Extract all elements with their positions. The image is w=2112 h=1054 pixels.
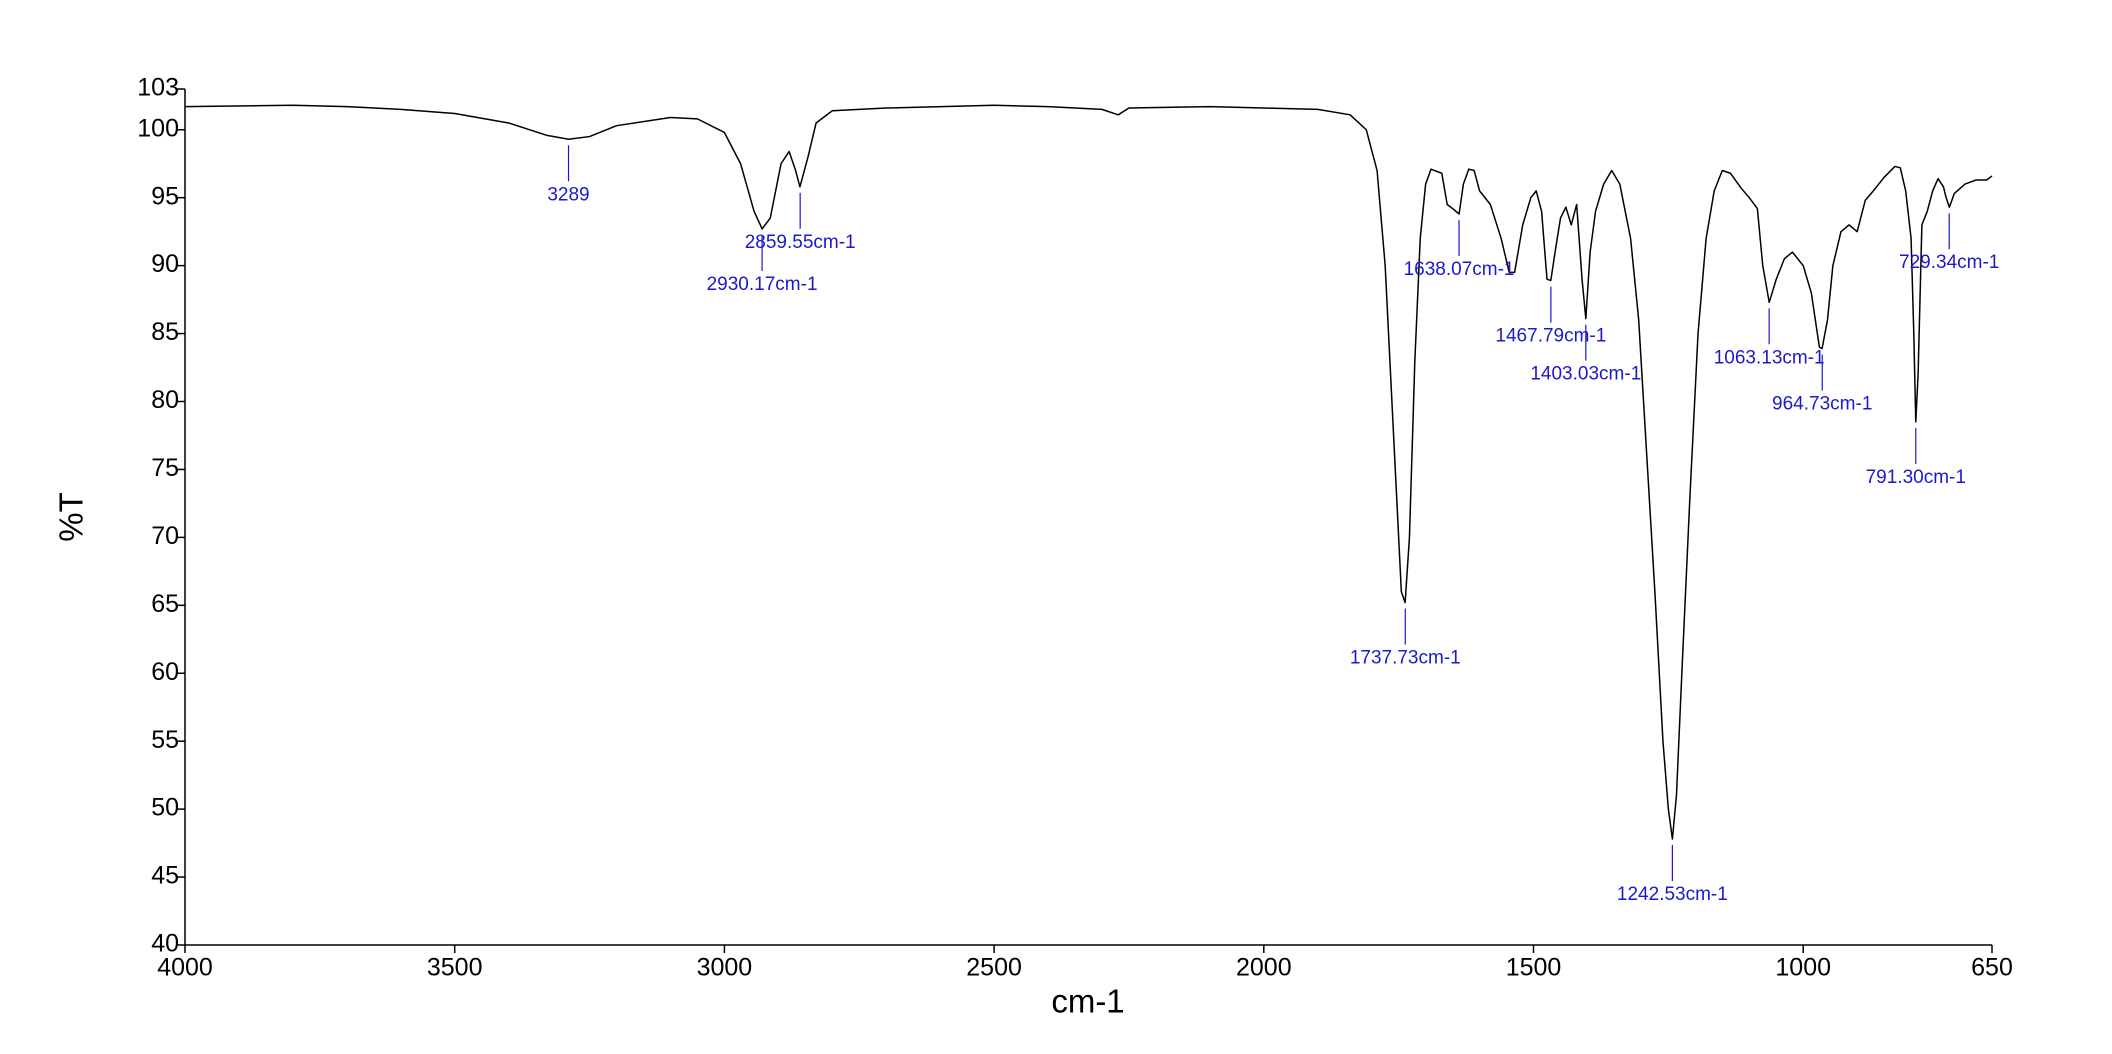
- peak-label: 1737.73cm-1: [1350, 648, 1461, 669]
- y-tick-label: 103: [137, 74, 179, 102]
- peak-label: 2930.17cm-1: [707, 274, 818, 295]
- y-axis-title: %T: [53, 492, 90, 542]
- peak-label: 1638.07cm-1: [1404, 259, 1515, 280]
- peak-label: 729.34cm-1: [1899, 252, 1999, 273]
- y-tick-label: 40: [151, 930, 179, 958]
- spectrum-line: [184, 104, 1993, 840]
- peak-label: 964.73cm-1: [1772, 394, 1872, 415]
- peak-label: 3289: [547, 184, 589, 205]
- y-tick-label: 75: [151, 454, 179, 482]
- y-tick-label: 65: [151, 590, 179, 618]
- y-tick-label: 45: [151, 862, 179, 890]
- y-tick-label: 95: [151, 182, 179, 210]
- peak-label: 1063.13cm-1: [1714, 347, 1825, 368]
- x-tick-label: 650: [1971, 954, 2013, 982]
- y-tick-label: 50: [151, 794, 179, 822]
- x-tick-label: 2000: [1236, 954, 1292, 982]
- x-tick-label: 3500: [427, 954, 483, 982]
- x-tick-label: 1500: [1506, 954, 1562, 982]
- y-tick-label: 100: [137, 114, 179, 142]
- y-tick-label: 55: [151, 726, 179, 754]
- x-tick-label: 2500: [966, 954, 1022, 982]
- peak-label: 1467.79cm-1: [1495, 326, 1606, 347]
- peak-label: 1403.03cm-1: [1530, 364, 1641, 385]
- y-tick-label: 60: [151, 658, 179, 686]
- y-tick-label: 80: [151, 386, 179, 414]
- x-tick-label: 1000: [1775, 954, 1831, 982]
- x-axis-title: cm-1: [1051, 983, 1124, 1020]
- peak-label: 2859.55cm-1: [745, 232, 856, 253]
- x-tick-label: 3000: [697, 954, 753, 982]
- y-tick-label: 90: [151, 250, 179, 278]
- x-tick-label: 4000: [157, 954, 213, 982]
- y-tick-label: 70: [151, 522, 179, 550]
- y-tick-label: 85: [151, 318, 179, 346]
- peak-label: 791.30cm-1: [1866, 467, 1966, 488]
- peak-label: 1242.53cm-1: [1617, 884, 1728, 905]
